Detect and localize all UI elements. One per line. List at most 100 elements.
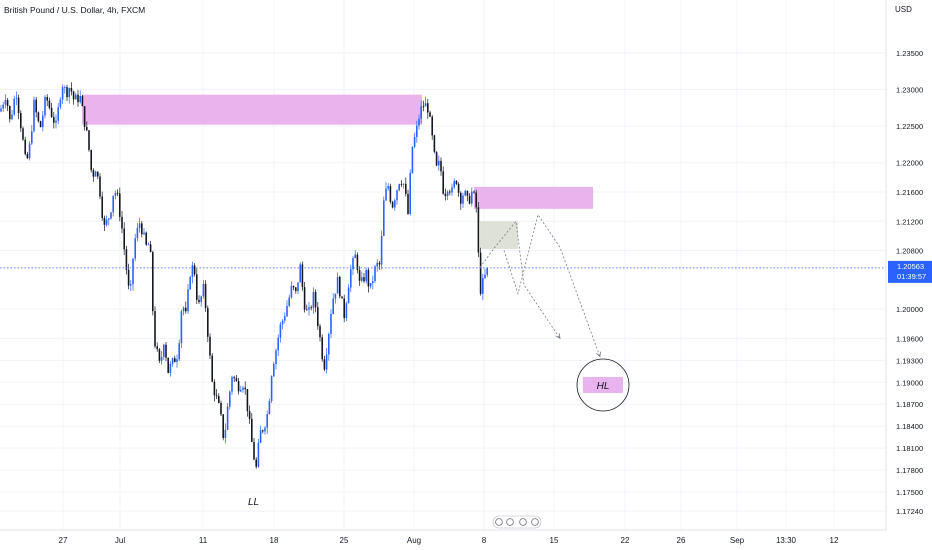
- candle: [143, 228, 145, 236]
- zoom-out-icon[interactable]: [495, 518, 503, 526]
- candle: [182, 306, 185, 316]
- candle: [213, 379, 216, 402]
- candle: [108, 218, 110, 226]
- candle: [235, 374, 238, 382]
- candle: [55, 114, 57, 129]
- price-tick-label: 1.18400: [896, 422, 923, 431]
- candle: [125, 245, 128, 275]
- candle: [453, 178, 455, 190]
- candle: [92, 168, 95, 182]
- time-tick-label: 18: [270, 536, 279, 545]
- time-axis[interactable]: 27 Jul 11 18 25 Aug 8 15 22 26 Sep 13:30 12: [59, 536, 839, 545]
- candle: [246, 389, 249, 417]
- candle: [149, 240, 152, 253]
- candle: [471, 187, 473, 207]
- candle: [50, 102, 53, 118]
- time-tick-label: 26: [677, 536, 686, 545]
- candle: [284, 312, 286, 324]
- chart-grid: [0, 0, 886, 530]
- candle: [356, 252, 359, 274]
- candle: [405, 177, 407, 197]
- candle: [290, 281, 293, 299]
- candle: [79, 90, 81, 104]
- candle: [398, 183, 400, 192]
- scroll-controls[interactable]: [492, 515, 542, 529]
- candle: [292, 285, 295, 291]
- price-tick-label: 1.18100: [896, 444, 923, 453]
- candle: [174, 355, 176, 363]
- candle: [105, 215, 108, 227]
- candle: [389, 183, 392, 204]
- candle: [286, 300, 288, 318]
- candle: [158, 348, 161, 364]
- candle: [352, 256, 354, 276]
- candle: [53, 111, 55, 129]
- candle: [288, 294, 290, 308]
- candle: [81, 94, 84, 107]
- time-tick-label: 13:30: [776, 536, 797, 545]
- candle: [86, 121, 88, 132]
- candle: [248, 405, 251, 424]
- candle: [341, 296, 343, 299]
- candle: [37, 111, 40, 123]
- candle: [440, 157, 442, 176]
- candle: [171, 357, 174, 367]
- candle: [187, 283, 189, 314]
- candle: [222, 413, 224, 441]
- candle: [262, 429, 264, 434]
- candle: [6, 98, 9, 112]
- candle: [479, 247, 482, 296]
- candle: [97, 171, 99, 180]
- candle: [70, 82, 73, 96]
- candle: [180, 309, 183, 348]
- candle: [317, 301, 319, 330]
- candle: [301, 261, 304, 291]
- candle: [207, 305, 209, 343]
- candle: [68, 87, 70, 104]
- candle: [90, 149, 92, 173]
- candle: [277, 334, 279, 357]
- candle: [231, 375, 233, 395]
- candle: [33, 96, 35, 133]
- scroll-left-icon[interactable]: [519, 518, 527, 526]
- projection-path: [479, 220, 561, 339]
- time-tick-label: Jul: [115, 536, 125, 545]
- price-tick-label: 1.19300: [896, 356, 923, 365]
- candle: [147, 242, 150, 246]
- candle: [314, 289, 317, 313]
- price-axis[interactable]: USD 1.23500 1.23000 1.22500 1.22000 1.21600 1…: [895, 5, 923, 516]
- candle: [72, 90, 75, 105]
- zoom-in-icon[interactable]: [506, 518, 514, 526]
- current-price-label: 1.20563: [897, 262, 924, 271]
- price-tick-label: 1.21200: [896, 217, 923, 226]
- candle: [473, 190, 475, 194]
- candle: [127, 263, 130, 290]
- candle: [220, 400, 222, 416]
- candle: [367, 267, 370, 293]
- candle: [240, 385, 242, 393]
- candle: [46, 94, 48, 107]
- candle: [61, 84, 64, 105]
- candle: [411, 146, 414, 174]
- candle: [44, 94, 46, 119]
- scroll-right-icon[interactable]: [531, 518, 539, 526]
- price-tick-label: 1.23000: [896, 86, 923, 95]
- candle: [169, 361, 172, 377]
- candle: [310, 305, 312, 311]
- candle: [385, 182, 387, 202]
- price-tick-label: 1.22500: [896, 122, 923, 131]
- candle: [103, 215, 106, 231]
- candles: [0, 82, 488, 469]
- candle: [48, 97, 51, 110]
- candle: [94, 170, 97, 177]
- supply-zones: [82, 94, 593, 250]
- candle: [123, 222, 125, 256]
- candle: [136, 222, 139, 242]
- candle: [416, 120, 418, 143]
- supply-zone: [82, 94, 422, 125]
- candle: [88, 129, 90, 152]
- candle: [112, 195, 114, 217]
- candle: [160, 351, 163, 365]
- candle: [134, 233, 136, 262]
